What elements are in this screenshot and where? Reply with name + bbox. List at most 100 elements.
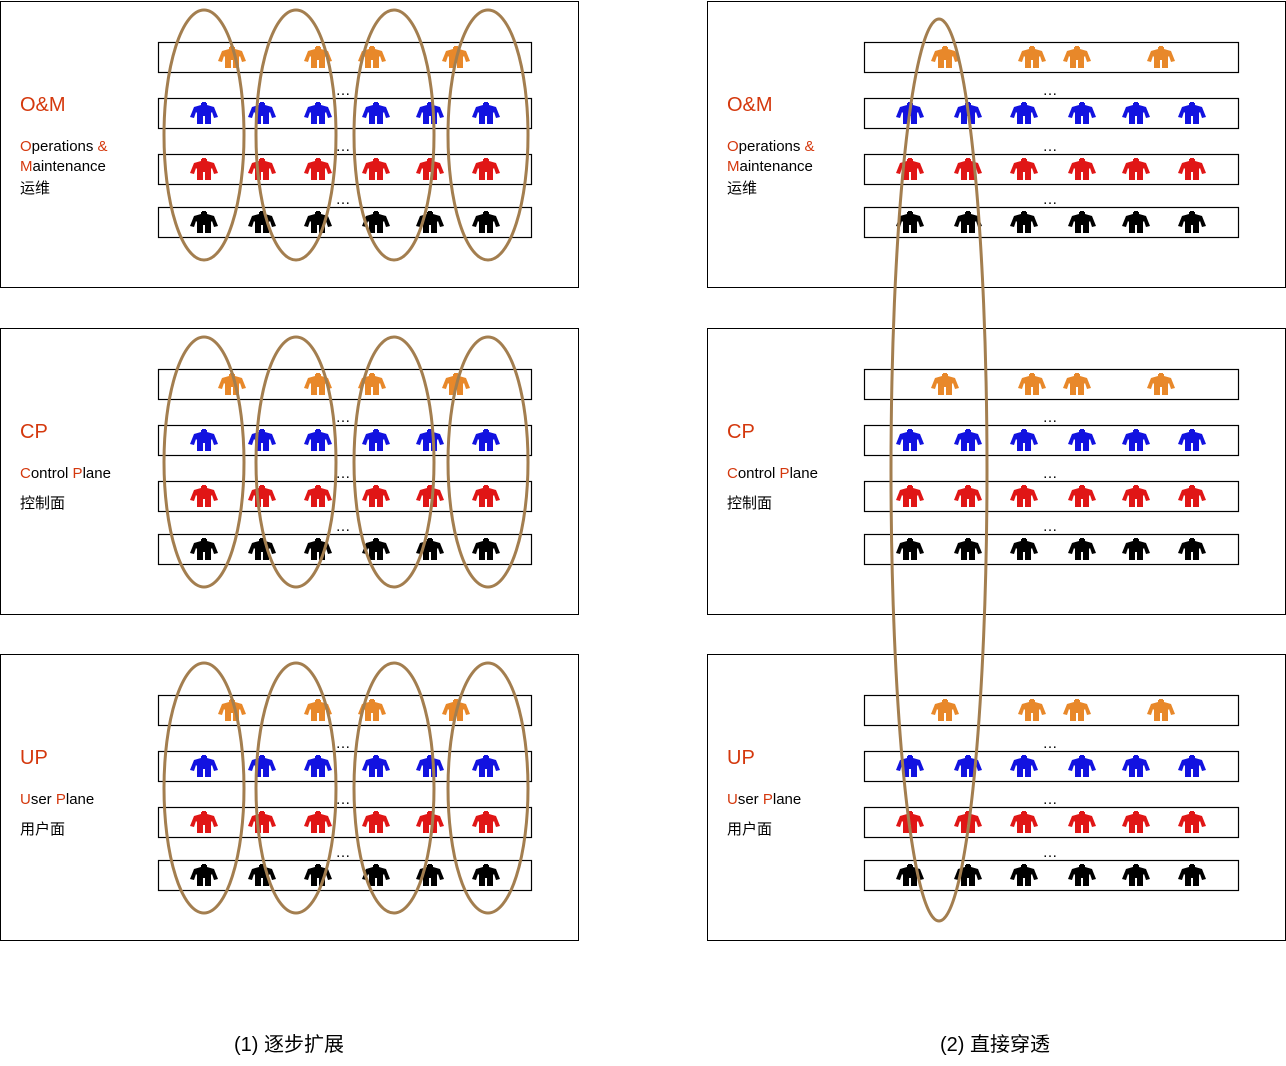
person-body [190, 212, 218, 233]
person-icon [931, 699, 959, 721]
person-collar [454, 46, 458, 49]
plane-title: UP [20, 747, 48, 769]
person-body [362, 812, 390, 833]
person-icon [931, 46, 959, 68]
person-body [472, 103, 500, 124]
person-icon [1122, 864, 1150, 886]
person-body [304, 486, 332, 507]
person-collar [966, 538, 970, 541]
person-body [954, 212, 982, 233]
row-ellipsis: … [1043, 138, 1058, 155]
person-icon [362, 864, 390, 886]
person-collar [316, 373, 320, 376]
person-body [896, 212, 924, 233]
person-body [1122, 812, 1150, 833]
person-collar [1134, 485, 1138, 488]
person-collar [966, 158, 970, 161]
person-collar [484, 102, 488, 105]
person-icon [1122, 211, 1150, 233]
person-collar [316, 755, 320, 758]
person-body [472, 212, 500, 233]
person-collar [1190, 485, 1194, 488]
person-body [362, 212, 390, 233]
person-collar [908, 811, 912, 814]
person-icon [190, 485, 218, 507]
person-collar [370, 699, 374, 702]
person-body [954, 430, 982, 451]
person-collar [316, 699, 320, 702]
person-body [362, 430, 390, 451]
row-ellipsis: … [1043, 735, 1058, 752]
person-collar [370, 373, 374, 376]
person-body [218, 700, 246, 721]
person-collar [316, 211, 320, 214]
person-body [1018, 374, 1046, 395]
person-collar [1134, 429, 1138, 432]
plane-title: CP [727, 421, 755, 443]
person-collar [966, 211, 970, 214]
plane-title: O&M [20, 94, 66, 116]
person-collar [428, 429, 432, 432]
person-collar [202, 485, 206, 488]
person-collar [374, 485, 378, 488]
person-collar [260, 102, 264, 105]
person-collar [1022, 485, 1026, 488]
person-body [416, 486, 444, 507]
plane-box [0, 328, 579, 615]
row-bar-black [157, 533, 533, 566]
person-icon [472, 538, 500, 560]
person-collar [1134, 811, 1138, 814]
person-collar [1159, 46, 1163, 49]
row-bar-red [157, 480, 533, 513]
row-bar-blue [157, 750, 533, 783]
person-icon [362, 102, 390, 124]
person-icon [1068, 429, 1096, 451]
person-body [896, 539, 924, 560]
person-body [1122, 756, 1150, 777]
person-collar [428, 211, 432, 214]
person-collar [260, 211, 264, 214]
row-ellipsis: … [336, 465, 351, 482]
plane-desc-chinese: 运维 [727, 180, 757, 197]
person-body [362, 159, 390, 180]
person-collar [428, 102, 432, 105]
person-collar [1030, 46, 1034, 49]
person-collar [484, 211, 488, 214]
scope-ellipse [446, 8, 530, 262]
person-collar [202, 755, 206, 758]
person-body [1068, 756, 1096, 777]
person-body [304, 159, 332, 180]
person-icon [1068, 102, 1096, 124]
person-icon [362, 211, 390, 233]
person-collar [374, 538, 378, 541]
person-collar [1030, 699, 1034, 702]
person-body [1178, 103, 1206, 124]
scope-ellipse [162, 335, 246, 589]
person-collar [943, 699, 947, 702]
person-collar [966, 864, 970, 867]
person-icon [472, 811, 500, 833]
person-body [1010, 430, 1038, 451]
person-icon [1178, 429, 1206, 451]
person-body [304, 103, 332, 124]
person-body [931, 374, 959, 395]
person-body [1018, 700, 1046, 721]
person-body [362, 486, 390, 507]
person-icon [896, 485, 924, 507]
person-collar [260, 485, 264, 488]
person-collar [908, 755, 912, 758]
person-icon [304, 485, 332, 507]
person-body [1068, 812, 1096, 833]
row-bar-red [863, 480, 1240, 513]
scope-ellipse [162, 8, 246, 262]
person-collar [260, 429, 264, 432]
person-collar [1134, 755, 1138, 758]
plane-desc-line1: User Plane [727, 791, 801, 808]
person-body [472, 756, 500, 777]
person-body [190, 430, 218, 451]
person-icon [1178, 211, 1206, 233]
person-icon [1010, 864, 1038, 886]
person-icon [362, 429, 390, 451]
person-collar [260, 864, 264, 867]
person-icon [1018, 373, 1046, 395]
